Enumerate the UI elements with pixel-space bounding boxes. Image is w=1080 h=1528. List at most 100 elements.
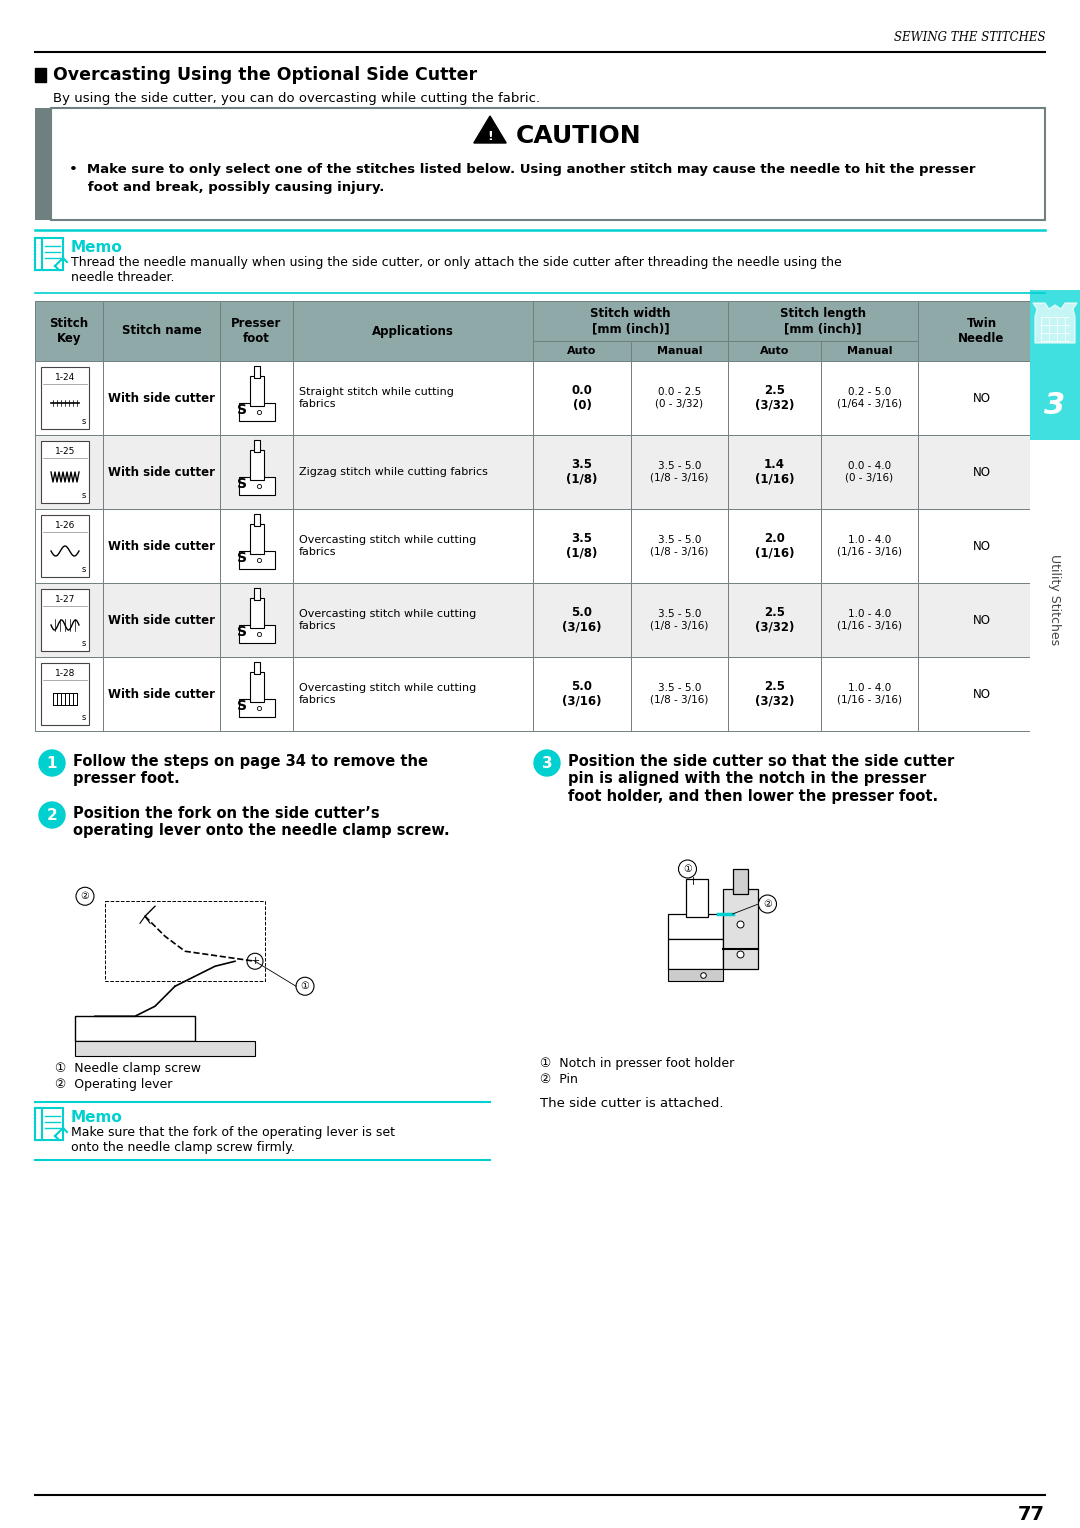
Bar xyxy=(728,509,821,584)
Bar xyxy=(821,584,918,657)
Text: s: s xyxy=(82,565,86,575)
Bar xyxy=(728,657,821,730)
Bar xyxy=(254,367,259,377)
Text: 2.0
(1/16): 2.0 (1/16) xyxy=(755,532,794,559)
Text: 3: 3 xyxy=(542,755,552,770)
Bar xyxy=(75,1016,195,1041)
Bar xyxy=(35,361,103,435)
Bar xyxy=(35,435,103,509)
Text: ①: ① xyxy=(684,863,692,874)
Text: NO: NO xyxy=(972,391,990,405)
Text: Manual: Manual xyxy=(657,345,702,356)
Circle shape xyxy=(296,978,314,995)
Bar xyxy=(293,435,534,509)
Bar xyxy=(728,584,821,657)
Bar xyxy=(239,625,274,643)
Bar xyxy=(249,597,264,628)
Bar xyxy=(51,108,1045,220)
Bar xyxy=(293,361,534,435)
Bar xyxy=(667,940,723,969)
Text: Thread the needle manually when using the side cutter, or only attach the side c: Thread the needle manually when using th… xyxy=(71,257,841,284)
Bar xyxy=(918,361,1045,435)
Bar xyxy=(728,301,918,341)
Bar xyxy=(254,662,259,674)
Text: 3.5 - 5.0
(1/8 - 3/16): 3.5 - 5.0 (1/8 - 3/16) xyxy=(650,461,708,483)
Bar xyxy=(821,361,918,435)
Text: Stitch
Key: Stitch Key xyxy=(50,316,89,345)
Bar xyxy=(75,1041,255,1056)
Bar xyxy=(534,584,631,657)
Bar xyxy=(35,509,103,584)
Bar xyxy=(728,435,821,509)
Text: SEWING THE STITCHES: SEWING THE STITCHES xyxy=(893,31,1045,44)
Text: Stitch name: Stitch name xyxy=(122,324,201,338)
Text: S: S xyxy=(238,625,247,639)
Bar xyxy=(35,238,63,270)
Text: NO: NO xyxy=(972,614,990,626)
Text: Utility Stitches: Utility Stitches xyxy=(1049,555,1062,645)
Bar xyxy=(239,698,274,717)
Bar xyxy=(103,657,220,730)
Bar xyxy=(41,367,89,429)
Text: Overcasting stitch while cutting
fabrics: Overcasting stitch while cutting fabrics xyxy=(299,683,476,704)
Circle shape xyxy=(39,802,65,828)
Circle shape xyxy=(39,750,65,776)
FancyBboxPatch shape xyxy=(1030,290,1080,440)
Text: Overcasting stitch while cutting
fabrics: Overcasting stitch while cutting fabrics xyxy=(299,610,476,631)
Text: Memo: Memo xyxy=(71,1109,123,1125)
Bar xyxy=(631,584,728,657)
Bar xyxy=(631,657,728,730)
Text: 1-26: 1-26 xyxy=(55,521,76,530)
Text: Twin
Needle: Twin Needle xyxy=(958,316,1004,345)
Text: 1.0 - 4.0
(1/16 - 3/16): 1.0 - 4.0 (1/16 - 3/16) xyxy=(837,535,902,556)
Bar xyxy=(293,657,534,730)
Text: Stitch width
[mm (inch)]: Stitch width [mm (inch)] xyxy=(591,307,671,335)
Text: 5.0
(3/16): 5.0 (3/16) xyxy=(563,607,602,634)
Bar xyxy=(103,301,220,361)
Text: Position the side cutter so that the side cutter
pin is aligned with the notch i: Position the side cutter so that the sid… xyxy=(568,753,955,804)
Text: Applications: Applications xyxy=(373,324,454,338)
Bar xyxy=(41,588,89,651)
Text: Auto: Auto xyxy=(567,345,596,356)
Bar xyxy=(254,588,259,601)
Bar xyxy=(103,435,220,509)
Bar xyxy=(728,361,821,435)
Bar xyxy=(41,515,89,578)
Text: 1-25: 1-25 xyxy=(55,446,76,455)
Text: Straight stitch while cutting
fabrics: Straight stitch while cutting fabrics xyxy=(299,387,454,410)
Bar xyxy=(918,657,1045,730)
Text: Presser
foot: Presser foot xyxy=(231,316,282,345)
Text: 3.5
(1/8): 3.5 (1/8) xyxy=(566,458,597,486)
Bar xyxy=(103,584,220,657)
Bar xyxy=(918,435,1045,509)
Text: Auto: Auto xyxy=(760,345,789,356)
Bar xyxy=(35,1108,63,1140)
Bar xyxy=(631,435,728,509)
Bar xyxy=(534,657,631,730)
Bar xyxy=(35,301,103,361)
Text: ②: ② xyxy=(764,898,772,909)
Text: NO: NO xyxy=(972,688,990,700)
Text: Position the fork on the side cutter’s
operating lever onto the needle clamp scr: Position the fork on the side cutter’s o… xyxy=(73,805,449,839)
Text: ①  Notch in presser foot holder: ① Notch in presser foot holder xyxy=(540,1057,734,1070)
Bar xyxy=(41,442,89,503)
Bar xyxy=(293,584,534,657)
Bar xyxy=(249,451,264,480)
Bar xyxy=(918,301,1045,361)
Text: S: S xyxy=(238,477,247,490)
Bar xyxy=(41,663,89,724)
Text: Stitch length
[mm (inch)]: Stitch length [mm (inch)] xyxy=(780,307,866,335)
Text: s: s xyxy=(82,639,86,648)
Bar xyxy=(534,301,728,341)
Text: 1-27: 1-27 xyxy=(55,594,76,604)
Bar xyxy=(220,301,293,361)
Text: Memo: Memo xyxy=(71,240,123,255)
Text: S: S xyxy=(238,552,247,565)
Bar xyxy=(918,584,1045,657)
Bar xyxy=(686,879,707,917)
Text: 3.5 - 5.0
(1/8 - 3/16): 3.5 - 5.0 (1/8 - 3/16) xyxy=(650,610,708,631)
Text: 1.0 - 4.0
(1/16 - 3/16): 1.0 - 4.0 (1/16 - 3/16) xyxy=(837,683,902,704)
Text: NO: NO xyxy=(972,466,990,478)
Bar xyxy=(35,584,103,657)
Bar xyxy=(631,341,728,361)
